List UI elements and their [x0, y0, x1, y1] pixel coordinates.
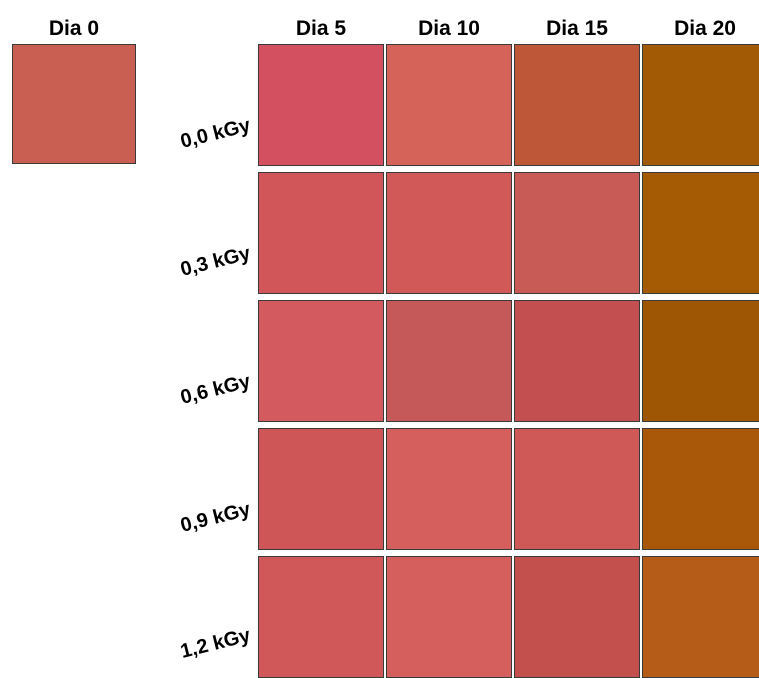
row-label-dose-0-6: 0,6 kGy [178, 370, 253, 409]
color-swatch-day-20-row-3 [642, 428, 759, 550]
color-swatch-day-20-row-1 [642, 172, 759, 294]
column-header-day-20: Dia 20 [674, 17, 736, 40]
row-label-dose-1-2: 1,2 kGy [178, 624, 253, 663]
color-swatch-day-5-row-1 [258, 172, 384, 294]
color-swatch-day-15-row-4 [514, 556, 640, 678]
column-header-day-15: Dia 15 [546, 17, 608, 40]
row-label-dose-0-0: 0,0 kGy [178, 114, 253, 153]
color-swatch-day-15-row-1 [514, 172, 640, 294]
column-header-day-10: Dia 10 [418, 17, 480, 40]
color-swatch-day-0 [12, 44, 136, 164]
color-swatch-day-20-row-2 [642, 300, 759, 422]
row-label-dose-0-9: 0,9 kGy [178, 498, 253, 537]
color-swatch-day-5-row-3 [258, 428, 384, 550]
color-swatch-day-5-row-0 [258, 44, 384, 166]
column-header-day-5: Dia 5 [295, 17, 347, 40]
color-swatch-day-15-row-2 [514, 300, 640, 422]
color-swatch-day-5-row-4 [258, 556, 384, 678]
color-swatch-day-20-row-0 [642, 44, 759, 166]
color-swatch-day-10-row-0 [386, 44, 512, 166]
column-header-day-0: Dia 0 [48, 17, 100, 40]
color-swatch-day-10-row-2 [386, 300, 512, 422]
color-swatch-day-5-row-2 [258, 300, 384, 422]
color-swatch-day-20-row-4 [642, 556, 759, 678]
row-label-dose-0-3: 0,3 kGy [178, 242, 253, 281]
color-swatch-day-10-row-1 [386, 172, 512, 294]
color-swatch-day-10-row-3 [386, 428, 512, 550]
color-swatch-day-10-row-4 [386, 556, 512, 678]
color-swatch-day-15-row-0 [514, 44, 640, 166]
color-swatch-day-15-row-3 [514, 428, 640, 550]
